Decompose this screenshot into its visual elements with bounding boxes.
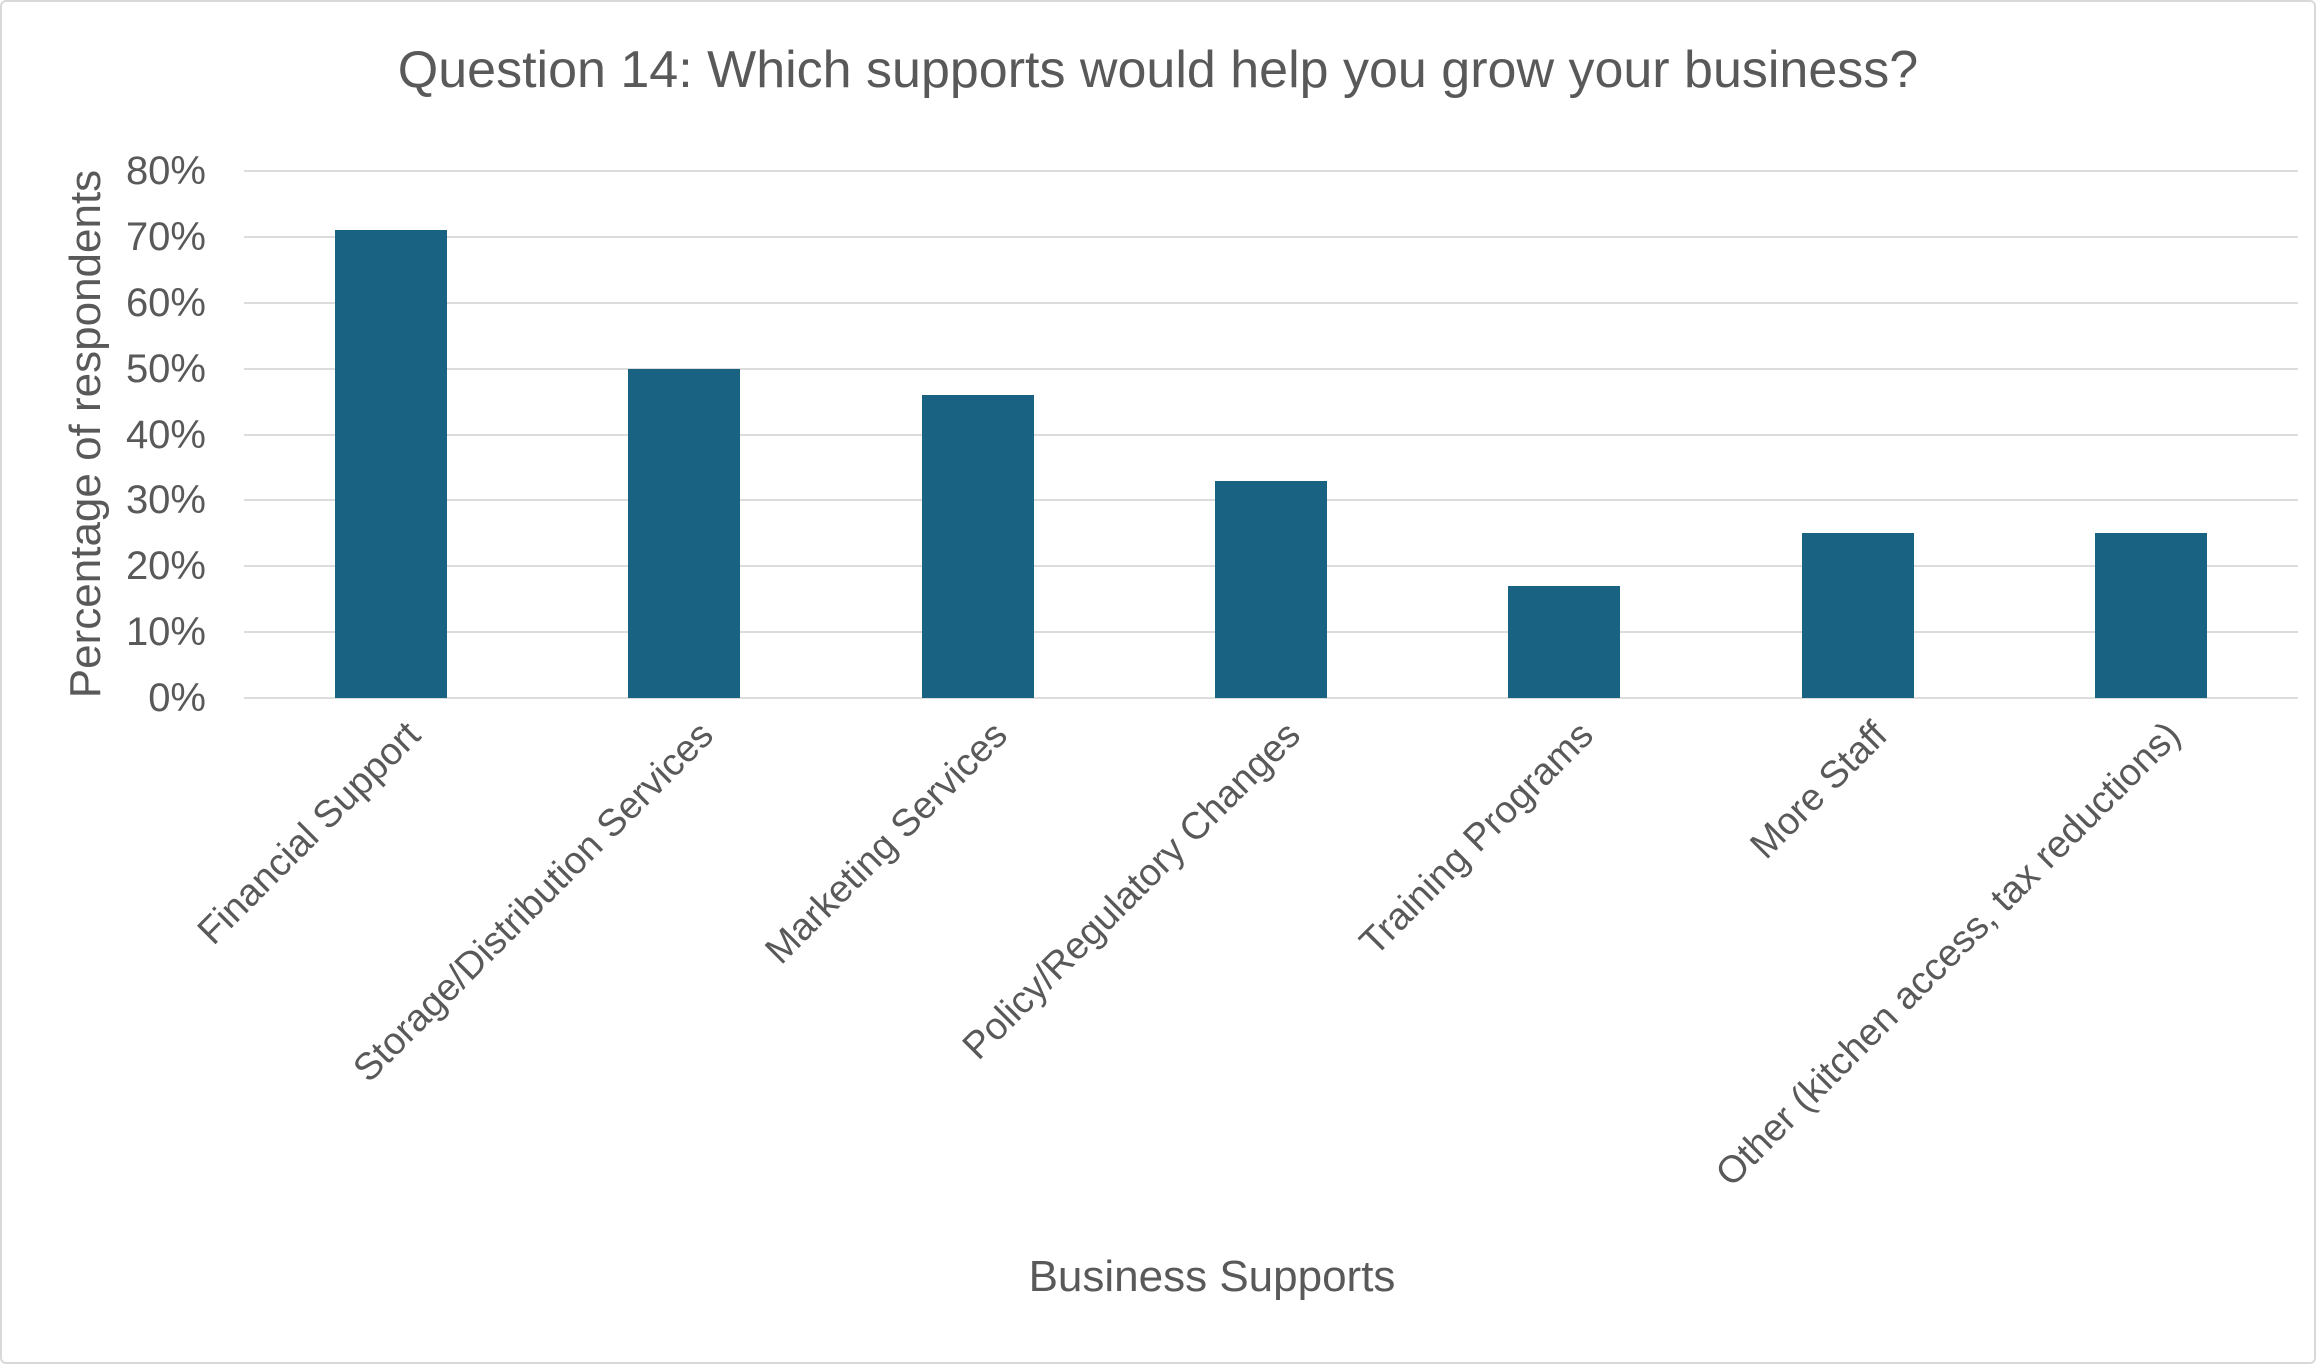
bar	[1801, 533, 1914, 698]
x-category-label: Marketing Services	[757, 714, 1016, 973]
bar	[1508, 586, 1621, 698]
gridline	[244, 433, 2298, 436]
x-category-label: Training Programs	[1352, 714, 1603, 964]
chart-title: Question 14: Which supports would help y…	[397, 41, 1919, 99]
y-tick-label: 30%	[125, 478, 206, 523]
y-tick-label: 20%	[125, 544, 206, 589]
gridline	[244, 697, 2298, 699]
y-tick-label: 70%	[125, 214, 206, 259]
y-tick-label: 10%	[125, 610, 206, 655]
bar	[334, 230, 447, 698]
x-category-label: More Staff	[1742, 714, 1896, 868]
y-tick-label: 0%	[148, 676, 206, 720]
gridline	[244, 301, 2298, 304]
bar	[2095, 533, 2208, 698]
x-category-label: Other (kitchen access, tax reductions)	[1708, 714, 2189, 1195]
gridline	[244, 170, 2298, 172]
y-tick-label: 40%	[125, 412, 206, 457]
bar	[1215, 480, 1327, 698]
x-category-label: Policy/Regulatory Changes	[954, 714, 1309, 1068]
gridline	[244, 367, 2298, 370]
y-tick-label: 60%	[125, 280, 206, 325]
x-axis-title: Business Supports	[1028, 1252, 1396, 1301]
y-tick-label: 80%	[125, 149, 206, 193]
bar	[628, 368, 741, 698]
bar	[921, 394, 1034, 698]
gridline	[244, 235, 2298, 238]
y-tick-label: 50%	[125, 346, 206, 391]
x-category-label: Storage/Distribution Services	[345, 714, 722, 1091]
